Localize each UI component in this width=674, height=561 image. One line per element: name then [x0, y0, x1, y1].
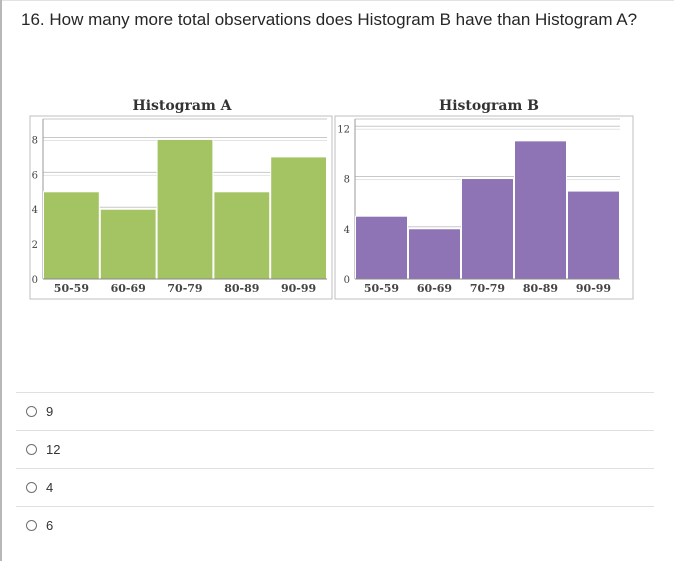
histogram-a-y-tick-label: 0: [32, 275, 38, 286]
histogram-a-bar-90-99: [270, 156, 327, 280]
option-3[interactable]: 4: [16, 468, 654, 506]
histogram-b-bar-70-79: [461, 178, 514, 280]
option-label: 4: [46, 480, 54, 495]
option-2[interactable]: 12: [16, 430, 654, 468]
question-text: 16. How many more total observations doe…: [21, 10, 638, 29]
histogram-a-title: Histogram A: [132, 98, 232, 114]
histograms-figure: Histogram A 0 2 4 6 8 50-59 60-69 70-79 80-89 90-9…: [22, 93, 637, 303]
radio-button[interactable]: [26, 444, 37, 455]
histogram-b-category-label: 90-99: [576, 282, 611, 295]
histogram-b-category-label: 80-89: [523, 282, 558, 295]
radio-button[interactable]: [26, 482, 37, 493]
radio-button[interactable]: [26, 406, 37, 417]
histogram-a-category-label: 80-89: [224, 282, 259, 295]
histogram-a-y-tick-label: 4: [32, 205, 38, 216]
histogram-a-bar-80-89: [213, 191, 271, 280]
histogram-b-y-tick-label: 4: [344, 225, 350, 236]
top-divider: [0, 0, 674, 1]
histogram-a-y-tick-label: 6: [32, 170, 38, 181]
histogram-b-bar-90-99: [567, 190, 620, 280]
histogram-a-category-label: 50-59: [54, 282, 89, 295]
histogram-a-category-label: 70-79: [167, 282, 202, 295]
option-label: 9: [46, 404, 54, 419]
histogram-b-y-tick-label: 12: [337, 124, 350, 135]
histogram-b-category-label: 50-59: [364, 282, 399, 295]
histogram-b-category-label: 70-79: [470, 282, 505, 295]
histogram-b-title: Histogram B: [439, 98, 539, 114]
option-1[interactable]: 9: [16, 392, 654, 430]
histogram-a-category-label: 90-99: [281, 282, 316, 295]
histogram-b-bar-80-89: [514, 140, 567, 280]
histogram-a-y-tick-label: 2: [32, 240, 38, 251]
option-label: 12: [46, 442, 61, 457]
left-border: [0, 0, 2, 561]
histogram-b-bar-50-59: [355, 215, 408, 280]
histogram-b-y-tick-label: 0: [344, 275, 350, 286]
histogram-b-category-label: 60-69: [417, 282, 452, 295]
histogram-a-bar-50-59: [43, 191, 100, 280]
histogram-a-bar-70-79: [156, 138, 214, 280]
radio-button[interactable]: [26, 520, 37, 531]
histogram-b-bar-60-69: [408, 228, 461, 280]
histogram-b-y-tick-label: 8: [344, 175, 350, 186]
histogram-a-bar-60-69: [99, 208, 157, 280]
histograms-svg: Histogram A 0 2 4 6 8 50-59 60-69 70-79 80-89 90-9…: [29, 98, 634, 300]
histogram-a-category-label: 60-69: [111, 282, 146, 295]
histogram-a-y-tick-label: 8: [32, 135, 38, 146]
option-4[interactable]: 6: [16, 506, 654, 544]
option-label: 6: [46, 518, 54, 533]
answer-options: 9 12 4 6: [16, 392, 654, 544]
